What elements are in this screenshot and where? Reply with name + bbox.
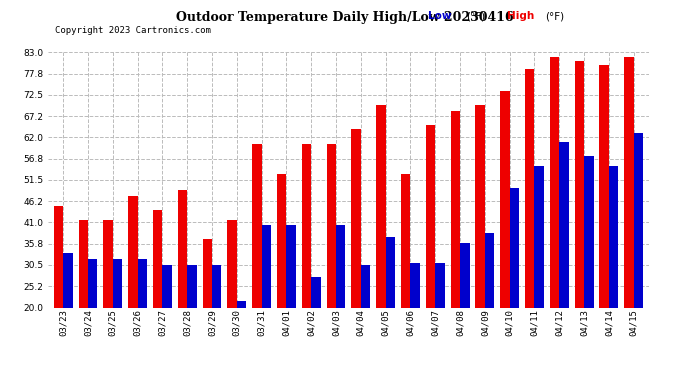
Bar [435,263,444,308]
Bar [153,210,162,308]
Bar [633,134,643,308]
Bar [128,196,137,308]
Bar [386,237,395,308]
Text: (°F): (°F) [545,11,564,21]
Text: High: High [507,11,534,21]
Text: Copyright 2023 Cartronics.com: Copyright 2023 Cartronics.com [55,26,211,35]
Bar [178,190,187,308]
Text: Outdoor Temperature Daily High/Low 20230416: Outdoor Temperature Daily High/Low 20230… [176,11,514,24]
Bar [550,57,560,308]
Bar [584,156,593,308]
Bar [460,243,469,308]
Bar [485,232,494,308]
Bar [401,174,411,308]
Bar [600,64,609,308]
Bar [162,265,172,308]
Bar [228,220,237,308]
Bar [426,125,435,308]
Bar [376,105,386,308]
Bar [286,225,296,308]
Bar [336,225,346,308]
Bar [237,302,246,307]
Bar [137,259,147,308]
Bar [311,277,321,308]
Bar [451,111,460,308]
Bar [351,129,361,308]
Bar [525,69,535,308]
Bar [253,144,262,308]
Bar [624,57,633,308]
Bar [63,253,72,308]
Bar [361,265,371,308]
Bar [112,259,122,308]
Bar [411,263,420,308]
Bar [609,166,618,308]
Text: (°F): (°F) [466,11,485,21]
Bar [79,220,88,308]
Bar [510,188,519,308]
Bar [302,144,311,308]
Bar [326,144,336,308]
Bar [475,105,485,308]
Bar [54,206,63,308]
Bar [88,259,97,308]
Bar [277,174,286,308]
Bar [500,91,510,308]
Text: Low: Low [428,11,451,21]
Bar [262,225,271,308]
Bar [535,166,544,308]
Bar [104,220,112,308]
Bar [187,265,197,308]
Bar [212,265,221,308]
Bar [560,141,569,308]
Bar [203,239,212,308]
Bar [575,61,584,308]
